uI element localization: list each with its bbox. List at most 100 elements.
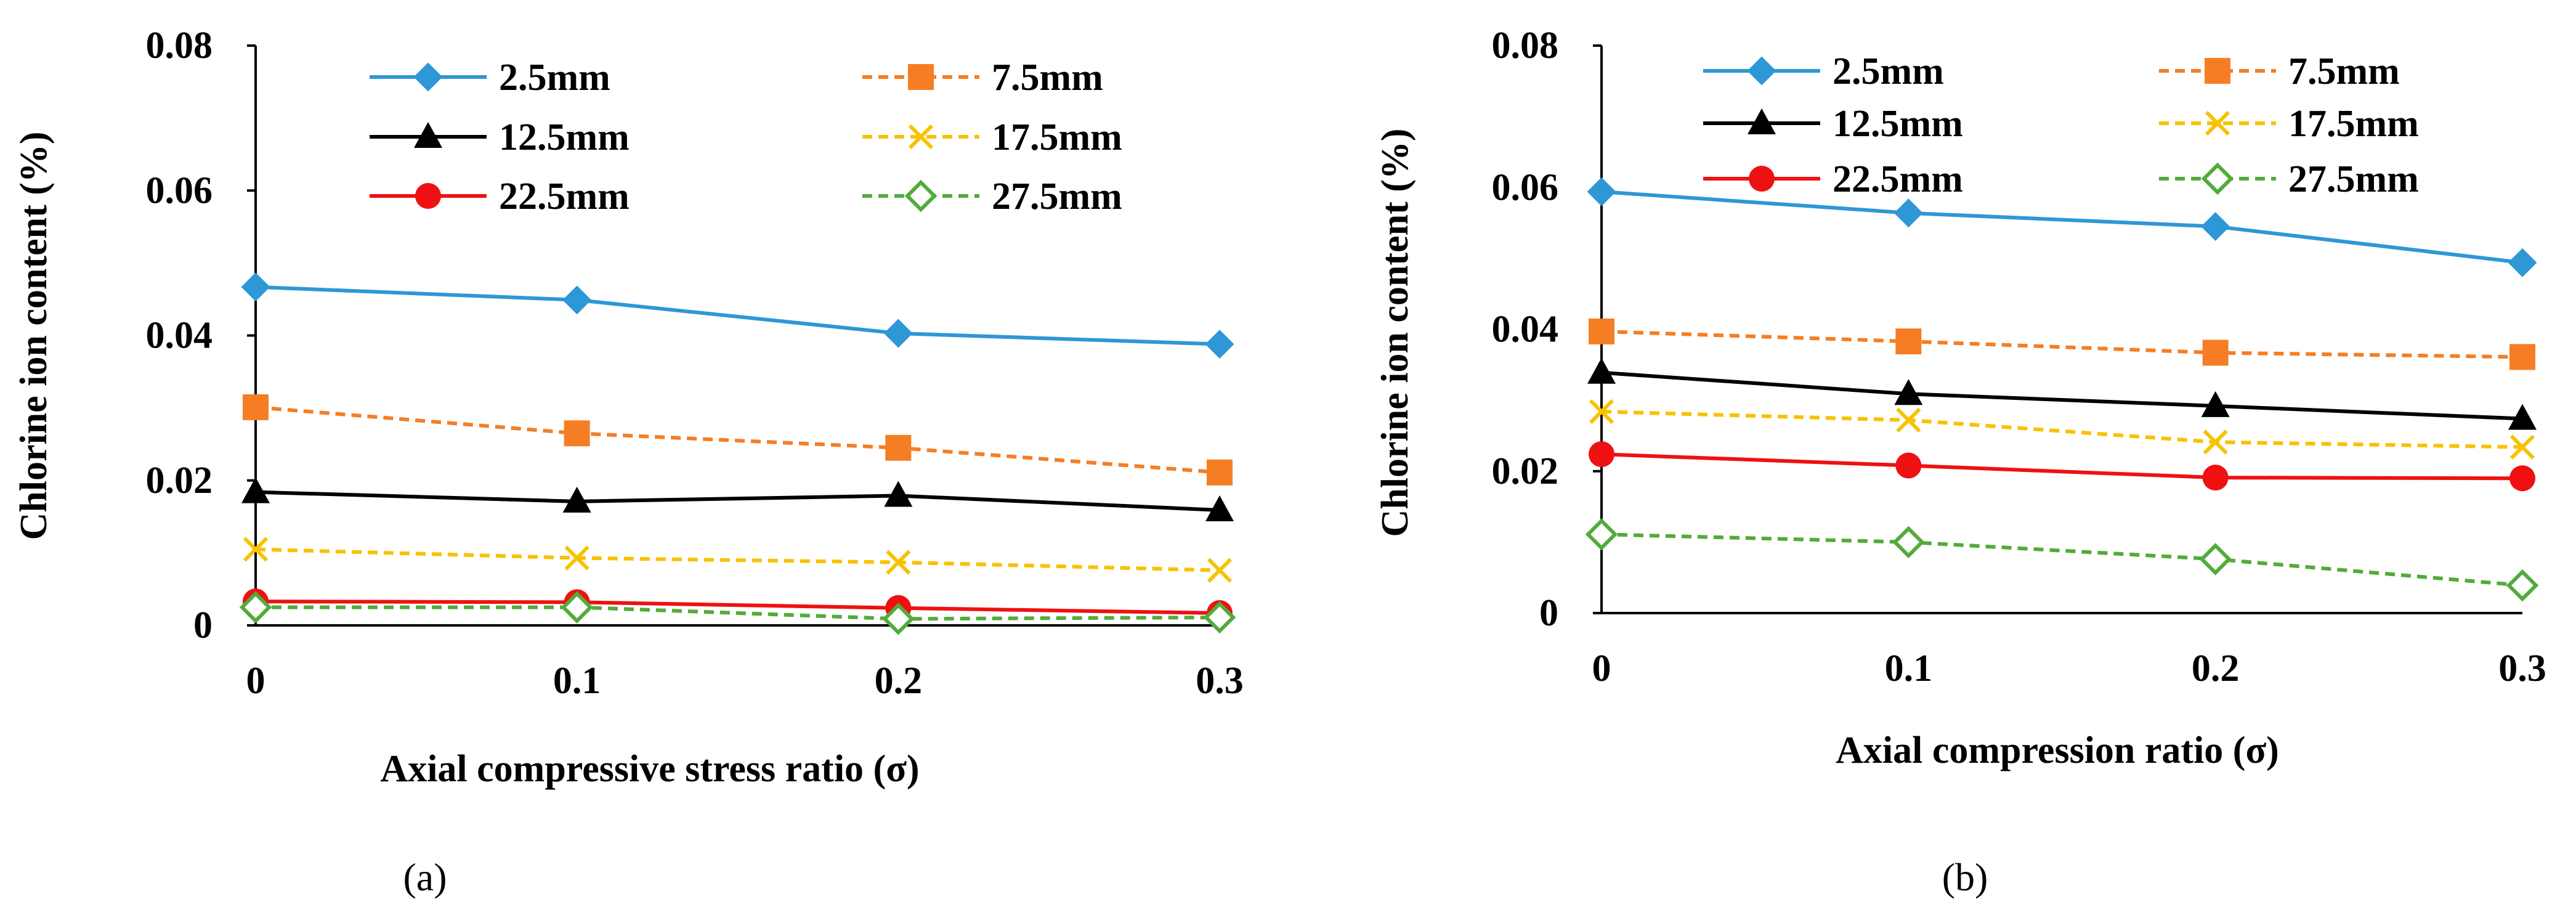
y-tick-label: 0 xyxy=(1539,592,1558,634)
data-point xyxy=(1894,379,1923,405)
data-point xyxy=(1205,330,1234,359)
legend-marker xyxy=(1747,56,1776,86)
y-axis-label: Chlorine ion content (%) xyxy=(1374,128,1416,537)
legend-marker xyxy=(1748,108,1776,134)
y-tick-label: 0.04 xyxy=(1492,309,1559,351)
data-point xyxy=(1207,558,1233,583)
y-tick-label: 0.06 xyxy=(146,169,213,211)
data-point xyxy=(1589,441,1614,468)
legend-marker xyxy=(2205,110,2230,136)
data-point xyxy=(1205,495,1234,521)
legend-label: 7.5mm xyxy=(2288,51,2400,92)
legend-label: 17.5mm xyxy=(992,116,1122,158)
legend-label: 22.5mm xyxy=(1833,158,1963,200)
legend-entry: 22.5mm xyxy=(1703,158,1963,200)
data-point xyxy=(562,285,592,315)
data-point xyxy=(882,603,915,635)
y-tick-label: 0.08 xyxy=(1492,25,1559,67)
y-axis-label: Chlorine ion content (%) xyxy=(13,131,55,540)
data-point xyxy=(243,394,269,420)
data-point xyxy=(564,420,590,447)
series-2.5mm xyxy=(1587,177,2537,277)
y-tick-label: 0.02 xyxy=(1492,450,1559,492)
x-axis-label: Axial compressive stress ratio (σ) xyxy=(380,748,919,790)
data-point xyxy=(886,550,911,575)
legend-label: 2.5mm xyxy=(1833,51,1944,92)
legend-entry: 12.5mm xyxy=(370,116,630,158)
y-tick-label: 0.06 xyxy=(1492,166,1559,208)
x-tick-label: 0.1 xyxy=(1885,648,1933,689)
data-point xyxy=(884,481,913,507)
series-22.5mm xyxy=(1589,441,2535,492)
data-point xyxy=(2508,404,2537,430)
data-point xyxy=(1895,452,1922,479)
series-line xyxy=(1601,532,2523,588)
data-point xyxy=(2199,543,2232,575)
legend-label: 22.5mm xyxy=(499,176,630,218)
y-tick-label: 0 xyxy=(193,604,213,646)
x-tick-label: 0.3 xyxy=(2498,648,2546,689)
data-point xyxy=(1587,177,1616,206)
series-7.5mm xyxy=(243,394,1233,486)
legend-entry: 27.5mm xyxy=(2159,158,2419,200)
legend-label: 12.5mm xyxy=(499,116,630,158)
x-tick-label: 0 xyxy=(246,660,265,702)
series-2.5mm xyxy=(241,272,1234,359)
series-line xyxy=(1601,370,2523,421)
data-point xyxy=(1207,459,1233,486)
series-27.5mm xyxy=(239,591,1236,635)
series-line xyxy=(255,600,1220,616)
data-point xyxy=(1896,407,1921,433)
y-tick-label: 0.04 xyxy=(146,315,213,357)
data-point xyxy=(564,545,589,571)
data-point xyxy=(2508,248,2537,277)
legend-entry: 17.5mm xyxy=(2159,103,2419,145)
data-point xyxy=(1589,318,1614,344)
data-point xyxy=(239,591,272,624)
data-point xyxy=(1892,526,1925,559)
data-point xyxy=(1895,328,1922,355)
legend-label: 27.5mm xyxy=(2288,158,2419,200)
x-tick-label: 0 xyxy=(1592,648,1611,689)
legend-marker xyxy=(414,122,442,148)
data-point xyxy=(562,486,591,513)
data-point xyxy=(1589,399,1614,425)
figure-caption: (a) xyxy=(403,855,447,899)
chart-b: 0 0.02 0.04 0.06 0.08 0 0.1 0.2 0.3 Chlorine ion … xyxy=(1374,25,2546,899)
data-point xyxy=(2509,465,2535,492)
x-tick-label: 0.2 xyxy=(2192,648,2240,689)
data-point xyxy=(2202,340,2229,366)
data-point xyxy=(2203,429,2228,455)
data-point xyxy=(2509,434,2535,460)
legend-entry: 12.5mm xyxy=(1703,103,1963,145)
legend-marker xyxy=(908,124,934,150)
series-line xyxy=(255,285,1220,346)
data-point xyxy=(1203,601,1236,634)
data-point xyxy=(1585,518,1618,551)
data-point xyxy=(2509,344,2535,370)
data-point xyxy=(241,477,270,503)
series-12.5mm xyxy=(1587,357,2537,430)
legend-entry: 2.5mm xyxy=(370,57,610,99)
data-point xyxy=(2506,569,2539,602)
figure-caption: (b) xyxy=(1942,855,1988,899)
data-point xyxy=(1587,357,1616,384)
series-line xyxy=(1601,410,2523,449)
legend-label: 2.5mm xyxy=(499,57,610,99)
legend-marker xyxy=(904,179,938,213)
legend-marker xyxy=(908,64,934,90)
series-12.5mm xyxy=(241,477,1234,521)
data-point xyxy=(2201,212,2230,241)
series-line xyxy=(1601,452,2523,481)
series-line xyxy=(1601,190,2523,265)
legend-label: 12.5mm xyxy=(1833,103,1963,145)
series-27.5mm xyxy=(1585,518,2539,602)
series-line xyxy=(255,405,1220,474)
series-line xyxy=(255,547,1220,572)
data-point xyxy=(2201,391,2230,417)
data-point xyxy=(883,319,913,348)
x-tick-label: 0.3 xyxy=(1196,660,1244,702)
legend-marker xyxy=(413,62,443,92)
data-point xyxy=(885,434,912,461)
